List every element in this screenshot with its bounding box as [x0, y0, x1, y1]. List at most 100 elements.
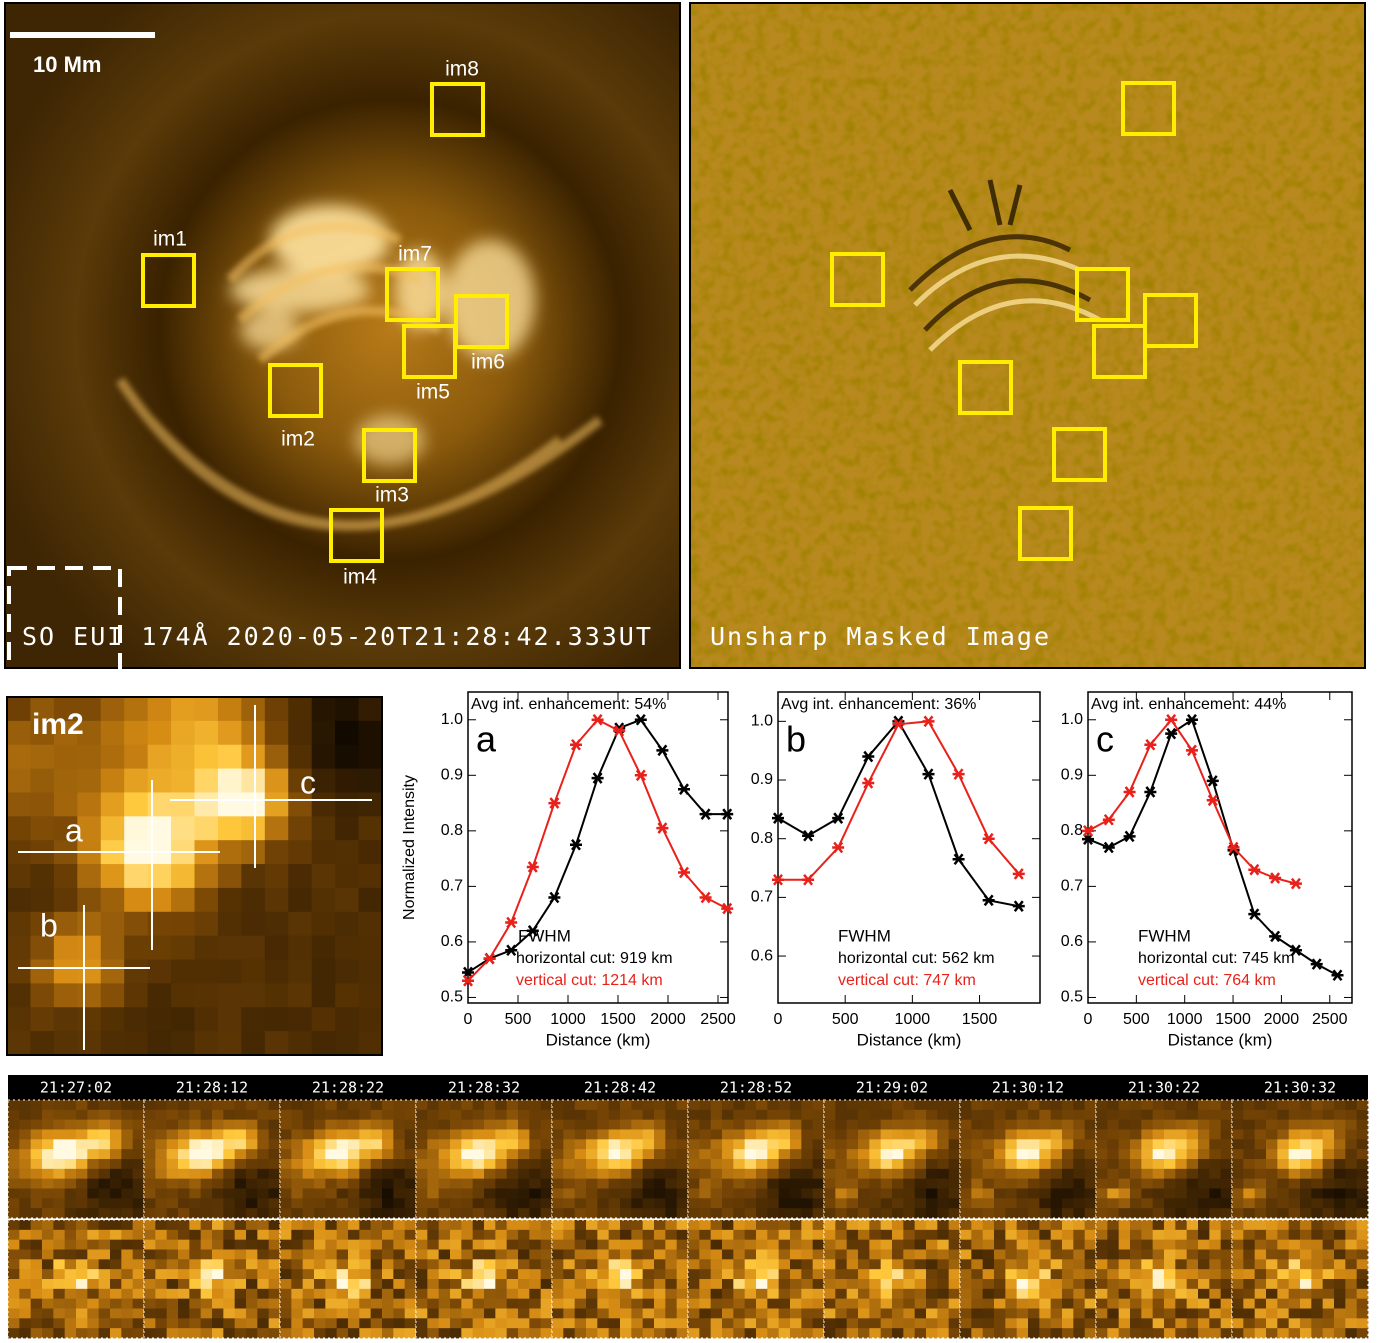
thumb-pixel: [1209, 1100, 1222, 1111]
thumb-pixel: [518, 1239, 530, 1250]
thumb-pixel: [200, 1269, 213, 1280]
thumb-pixel: [359, 1198, 372, 1209]
thumb-pixel: [982, 1178, 995, 1189]
thumb-pixel: [552, 1308, 564, 1319]
thumb-pixel: [1186, 1119, 1199, 1130]
thumb-pixel: [359, 1288, 372, 1300]
thumb-pixel: [767, 1249, 780, 1260]
thumb-pixel: [824, 1100, 836, 1111]
thumb-pixel: [257, 1229, 270, 1241]
thumb-pixel: [42, 1139, 54, 1150]
thumb-pixel: [563, 1159, 576, 1170]
thumb-pixel: [767, 1119, 780, 1130]
thumb-pixel: [574, 1220, 587, 1231]
thumb-pixel: [608, 1279, 621, 1290]
thumb-pixel: [427, 1318, 440, 1329]
thumb-pixel: [1300, 1109, 1312, 1121]
thumb-pixel: [1062, 1119, 1074, 1130]
thumb-pixel: [382, 1229, 394, 1241]
thumb-pixel: [914, 1259, 927, 1270]
thumb-pixel: [960, 1168, 972, 1180]
thumb-pixel: [767, 1159, 780, 1170]
thumb-pixel: [370, 1318, 383, 1329]
thumb-pixel: [359, 1229, 372, 1241]
thumb-pixel: [1062, 1159, 1074, 1170]
thumb-pixel: [1311, 1298, 1324, 1309]
thumb-pixel: [926, 1308, 938, 1319]
thumb-pixel: [586, 1188, 598, 1199]
thumb-pixel: [699, 1198, 712, 1209]
thumb-pixel: [744, 1229, 757, 1241]
thumb-pixel: [30, 1318, 43, 1329]
thumb-pixel: [472, 1149, 485, 1160]
x-tick-label: 1000: [1167, 1011, 1203, 1028]
timestamp: 21:27:02: [40, 1079, 112, 1097]
thumb-pixel: [518, 1269, 530, 1280]
thumb-pixel: [744, 1109, 757, 1121]
data-point: [591, 772, 604, 784]
thumb-pixel: [518, 1139, 530, 1150]
thumb-pixel: [325, 1188, 338, 1199]
thumb-pixel: [937, 1168, 950, 1180]
thumb-pixel: [801, 1208, 814, 1219]
thumb-pixel: [495, 1159, 508, 1170]
thumb-pixel: [1356, 1269, 1369, 1280]
thumb-pixel: [586, 1178, 598, 1189]
thumb-pixel: [982, 1249, 995, 1260]
thumb-pixel: [144, 1298, 156, 1309]
pixel: [124, 697, 149, 722]
thumb-pixel: [518, 1100, 530, 1111]
thumb-pixel: [676, 1328, 689, 1339]
thumb-pixel: [1118, 1208, 1131, 1219]
thumb-pixel: [291, 1328, 304, 1339]
thumb-pixel: [155, 1269, 168, 1280]
thumb-pixel: [427, 1139, 440, 1150]
thumb-pixel: [121, 1149, 134, 1160]
pixel: [311, 887, 336, 913]
thumb-pixel: [450, 1328, 462, 1339]
pixel: [264, 768, 289, 793]
pixel: [241, 697, 266, 722]
thumb-pixel: [1050, 1139, 1063, 1150]
thumb-pixel: [438, 1279, 451, 1290]
thumb-pixel: [1288, 1109, 1301, 1121]
thumb-pixel: [246, 1279, 258, 1290]
thumb-pixel: [1288, 1259, 1301, 1270]
thumb-pixel: [744, 1288, 757, 1300]
thumb-pixel: [382, 1139, 394, 1150]
thumb-pixel: [892, 1318, 904, 1329]
thumb-pixel: [144, 1198, 156, 1209]
thumb-pixel: [654, 1318, 666, 1329]
thumb-pixel: [948, 1229, 961, 1241]
thumb-pixel: [892, 1119, 904, 1130]
thumb-pixel: [835, 1100, 848, 1111]
thumb-pixel: [982, 1269, 995, 1280]
thumb-pixel: [200, 1298, 213, 1309]
thumb-pixel: [132, 1308, 145, 1319]
thumb-pixel: [960, 1259, 972, 1270]
pixel: [171, 887, 195, 913]
thumb-pixel: [314, 1139, 326, 1150]
thumb-pixel: [1005, 1259, 1018, 1270]
thumb-pixel: [914, 1279, 927, 1290]
thumb-pixel: [880, 1259, 893, 1270]
thumb-pixel: [302, 1249, 315, 1260]
thumb-pixel: [450, 1259, 462, 1270]
thumb-pixel: [1141, 1220, 1154, 1231]
thumb-pixel: [257, 1159, 270, 1170]
thumb-pixel: [257, 1149, 270, 1160]
thumb-pixel: [982, 1220, 995, 1231]
pixel: [335, 792, 360, 817]
thumb-pixel: [1164, 1308, 1176, 1319]
thumb-pixel: [574, 1208, 587, 1219]
thumb-pixel: [121, 1269, 134, 1280]
pixel: [124, 720, 149, 746]
thumb-pixel: [1152, 1328, 1165, 1339]
thumb-pixel: [926, 1159, 938, 1170]
pixel: [217, 887, 242, 913]
thumb-pixel: [1232, 1159, 1244, 1170]
thumb-pixel: [1356, 1259, 1369, 1270]
thumb-pixel: [359, 1208, 372, 1219]
thumb-pixel: [846, 1229, 859, 1241]
thumb-pixel: [608, 1159, 621, 1170]
